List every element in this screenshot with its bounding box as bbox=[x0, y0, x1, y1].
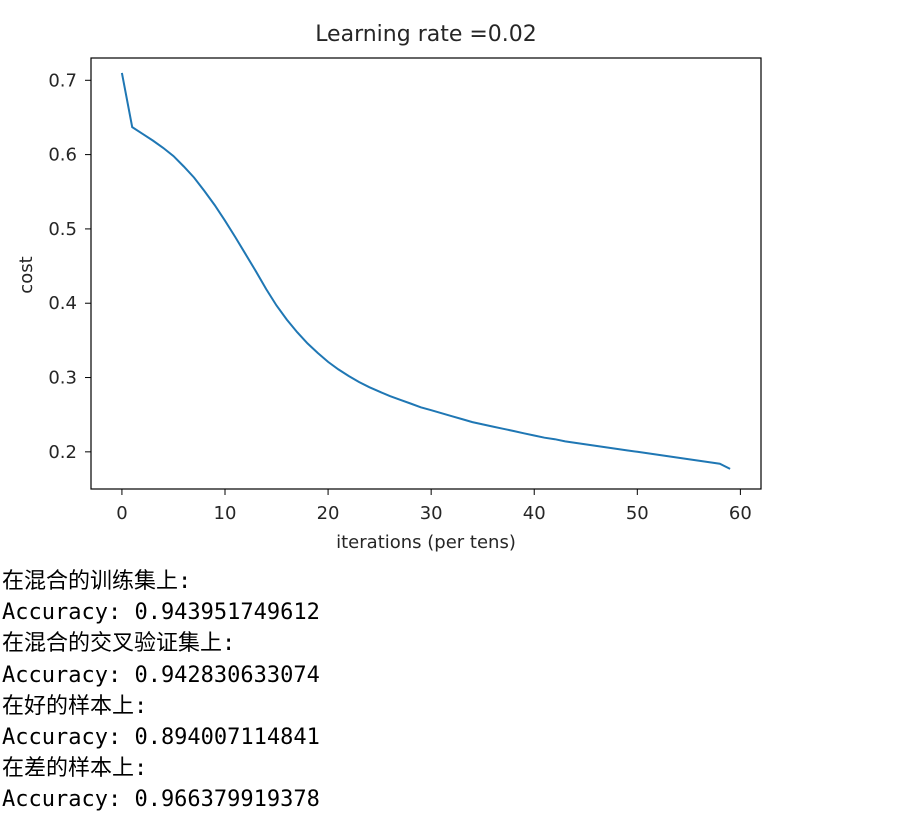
good-samples-heading: 在好的样本上: bbox=[2, 693, 148, 719]
bad-samples-heading: 在差的样本上: bbox=[2, 756, 148, 782]
x-tick-label: 30 bbox=[420, 503, 443, 524]
training-output: 在混合的训练集上: Accuracy: 0.943951749612 在混合的交… bbox=[2, 566, 892, 816]
y-tick-label: 0.7 bbox=[48, 70, 77, 91]
x-tick-label: 0 bbox=[116, 503, 127, 524]
axis-ticks: 0 10 20 30 40 50 60 0.2 0.3 0.4 0.5 0.6 0.7 bbox=[48, 70, 751, 524]
x-axis-label: iterations (per tens) bbox=[336, 532, 516, 553]
mixed-train-accuracy: Accuracy: 0.943951749612 bbox=[2, 600, 320, 626]
x-tick-label: 10 bbox=[214, 503, 237, 524]
y-tick-label: 0.2 bbox=[48, 442, 77, 463]
plot-frame bbox=[90, 57, 762, 490]
chart-svg: Learning rate =0.02 iterations (per tens… bbox=[16, 22, 762, 553]
x-tick-label: 50 bbox=[626, 503, 649, 524]
mixed-cv-accuracy: Accuracy: 0.942830633074 bbox=[2, 662, 320, 688]
x-tick-label: 40 bbox=[523, 503, 546, 524]
y-tick-label: 0.6 bbox=[48, 145, 77, 166]
cost-chart: Learning rate =0.02 iterations (per tens… bbox=[16, 22, 762, 553]
x-tick-label: 20 bbox=[317, 503, 340, 524]
chart-title: Learning rate =0.02 bbox=[315, 22, 537, 47]
y-tick-label: 0.4 bbox=[48, 293, 77, 314]
y-axis-label: cost bbox=[16, 256, 37, 293]
cost-line bbox=[120, 72, 731, 470]
good-samples-accuracy: Accuracy: 0.894007114841 bbox=[2, 724, 320, 750]
y-tick-label: 0.5 bbox=[48, 219, 77, 240]
bad-samples-accuracy: Accuracy: 0.966379919378 bbox=[2, 787, 320, 813]
mixed-train-heading: 在混合的训练集上: bbox=[2, 569, 192, 594]
y-tick-label: 0.3 bbox=[48, 368, 77, 389]
mixed-cv-heading: 在混合的交叉验证集上: bbox=[2, 631, 236, 657]
x-tick-label: 60 bbox=[729, 503, 752, 524]
